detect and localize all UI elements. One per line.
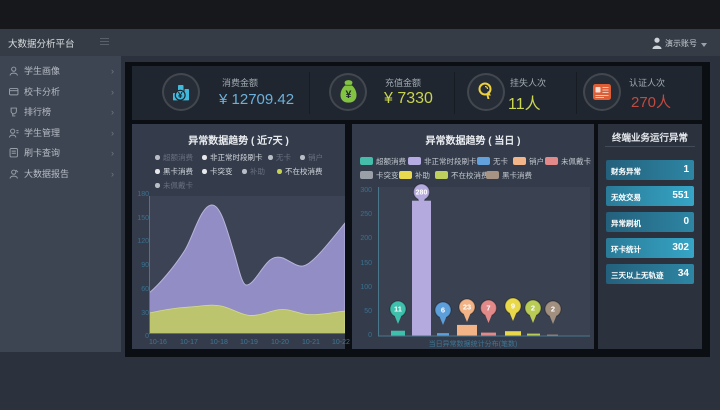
svg-text:11: 11 — [394, 305, 402, 314]
svg-text:2: 2 — [531, 304, 535, 313]
svg-text:6: 6 — [441, 306, 445, 315]
svg-text:¥: ¥ — [346, 89, 352, 101]
svg-text:2: 2 — [551, 305, 555, 314]
svg-text:¥: ¥ — [178, 90, 183, 100]
svg-text:9: 9 — [511, 302, 515, 311]
svg-text:7: 7 — [486, 304, 490, 313]
svg-text:280: 280 — [416, 190, 428, 197]
svg-text:23: 23 — [463, 303, 471, 312]
